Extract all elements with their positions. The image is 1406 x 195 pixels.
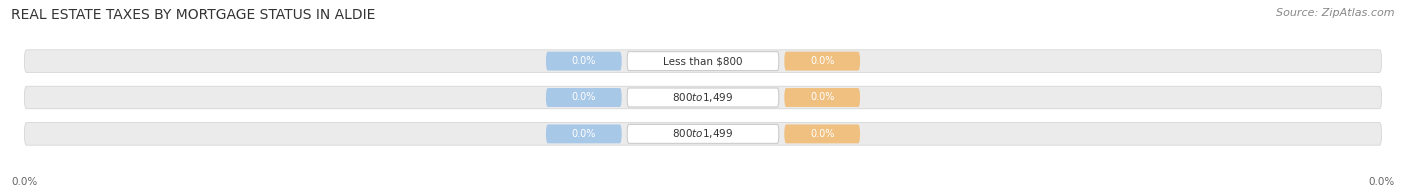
- FancyBboxPatch shape: [546, 52, 621, 71]
- FancyBboxPatch shape: [627, 124, 779, 143]
- Text: 0.0%: 0.0%: [810, 129, 834, 139]
- Text: 0.0%: 0.0%: [572, 129, 596, 139]
- FancyBboxPatch shape: [546, 88, 621, 107]
- FancyBboxPatch shape: [24, 86, 1382, 109]
- Text: $800 to $1,499: $800 to $1,499: [672, 91, 734, 104]
- Text: 0.0%: 0.0%: [1368, 177, 1395, 187]
- Text: Less than $800: Less than $800: [664, 56, 742, 66]
- Text: $800 to $1,499: $800 to $1,499: [672, 127, 734, 140]
- Text: 0.0%: 0.0%: [810, 92, 834, 103]
- Text: 0.0%: 0.0%: [810, 56, 834, 66]
- FancyBboxPatch shape: [24, 123, 1382, 145]
- Text: 0.0%: 0.0%: [572, 92, 596, 103]
- Text: Source: ZipAtlas.com: Source: ZipAtlas.com: [1277, 8, 1395, 18]
- Text: REAL ESTATE TAXES BY MORTGAGE STATUS IN ALDIE: REAL ESTATE TAXES BY MORTGAGE STATUS IN …: [11, 8, 375, 22]
- Text: 0.0%: 0.0%: [572, 56, 596, 66]
- FancyBboxPatch shape: [627, 52, 779, 71]
- FancyBboxPatch shape: [785, 88, 860, 107]
- FancyBboxPatch shape: [785, 52, 860, 71]
- FancyBboxPatch shape: [627, 88, 779, 107]
- FancyBboxPatch shape: [785, 124, 860, 143]
- Text: 0.0%: 0.0%: [11, 177, 38, 187]
- FancyBboxPatch shape: [24, 50, 1382, 72]
- FancyBboxPatch shape: [546, 124, 621, 143]
